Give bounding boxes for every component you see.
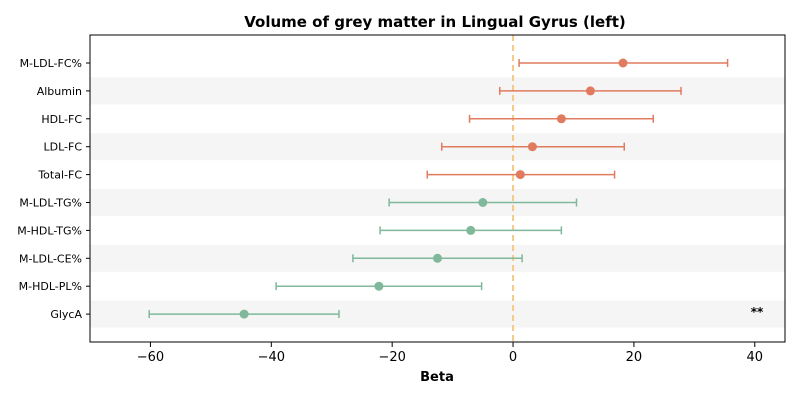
y-tick-label: LDL-FC [43, 141, 82, 154]
plot-frame [89, 34, 786, 343]
y-tick-label: M-HDL-PL% [19, 280, 82, 293]
y-tick-label: HDL-FC [41, 113, 82, 126]
beta-point [374, 281, 384, 291]
row-band [90, 133, 785, 161]
x-tick-label: 20 [626, 350, 643, 365]
x-tick-label: −40 [258, 350, 285, 365]
row-mark [426, 170, 616, 180]
row-mark [468, 114, 655, 124]
row-mark [148, 309, 340, 319]
beta-point [466, 225, 476, 235]
significance-annotation: ** [751, 305, 764, 319]
row-mark [352, 253, 523, 263]
beta-point [618, 58, 628, 68]
y-tick-label: M-HDL-TG% [17, 224, 82, 237]
beta-point [556, 114, 566, 124]
beta-point [515, 170, 525, 180]
x-axis-label: Beta [420, 370, 454, 385]
row-mark [388, 198, 578, 207]
x-tick-label: −60 [137, 350, 164, 365]
y-tick-label: Albumin [37, 85, 82, 98]
x-axis-ticks: −60 −40 −20 0 20 40 [137, 342, 763, 365]
x-tick-label: 40 [747, 350, 764, 365]
y-axis-ticks: M-LDL-FC% Albumin HDL-FC LDL-FC Total-FC M-LD… [17, 57, 90, 321]
row-mark [498, 86, 682, 96]
x-tick-label: 0 [509, 350, 517, 365]
y-tick-label: M-LDL-TG% [19, 197, 82, 210]
y-tick-label: M-LDL-CE% [19, 252, 82, 265]
beta-point [585, 86, 595, 96]
row-mark [440, 142, 625, 152]
beta-point [478, 198, 488, 207]
data-marks: ** [148, 58, 764, 319]
beta-point [527, 142, 537, 152]
y-tick-label: M-LDL-FC% [20, 57, 82, 70]
row-mark [518, 58, 729, 68]
row-mark [379, 225, 563, 235]
beta-point [239, 309, 249, 319]
x-tick-label: −20 [378, 350, 405, 365]
row-mark [275, 281, 483, 291]
chart-title: Volume of grey matter in Lingual Gyrus (… [244, 13, 626, 31]
y-tick-label: Total-FC [37, 169, 82, 182]
beta-point [433, 253, 442, 263]
y-tick-label: GlycA [50, 308, 82, 321]
